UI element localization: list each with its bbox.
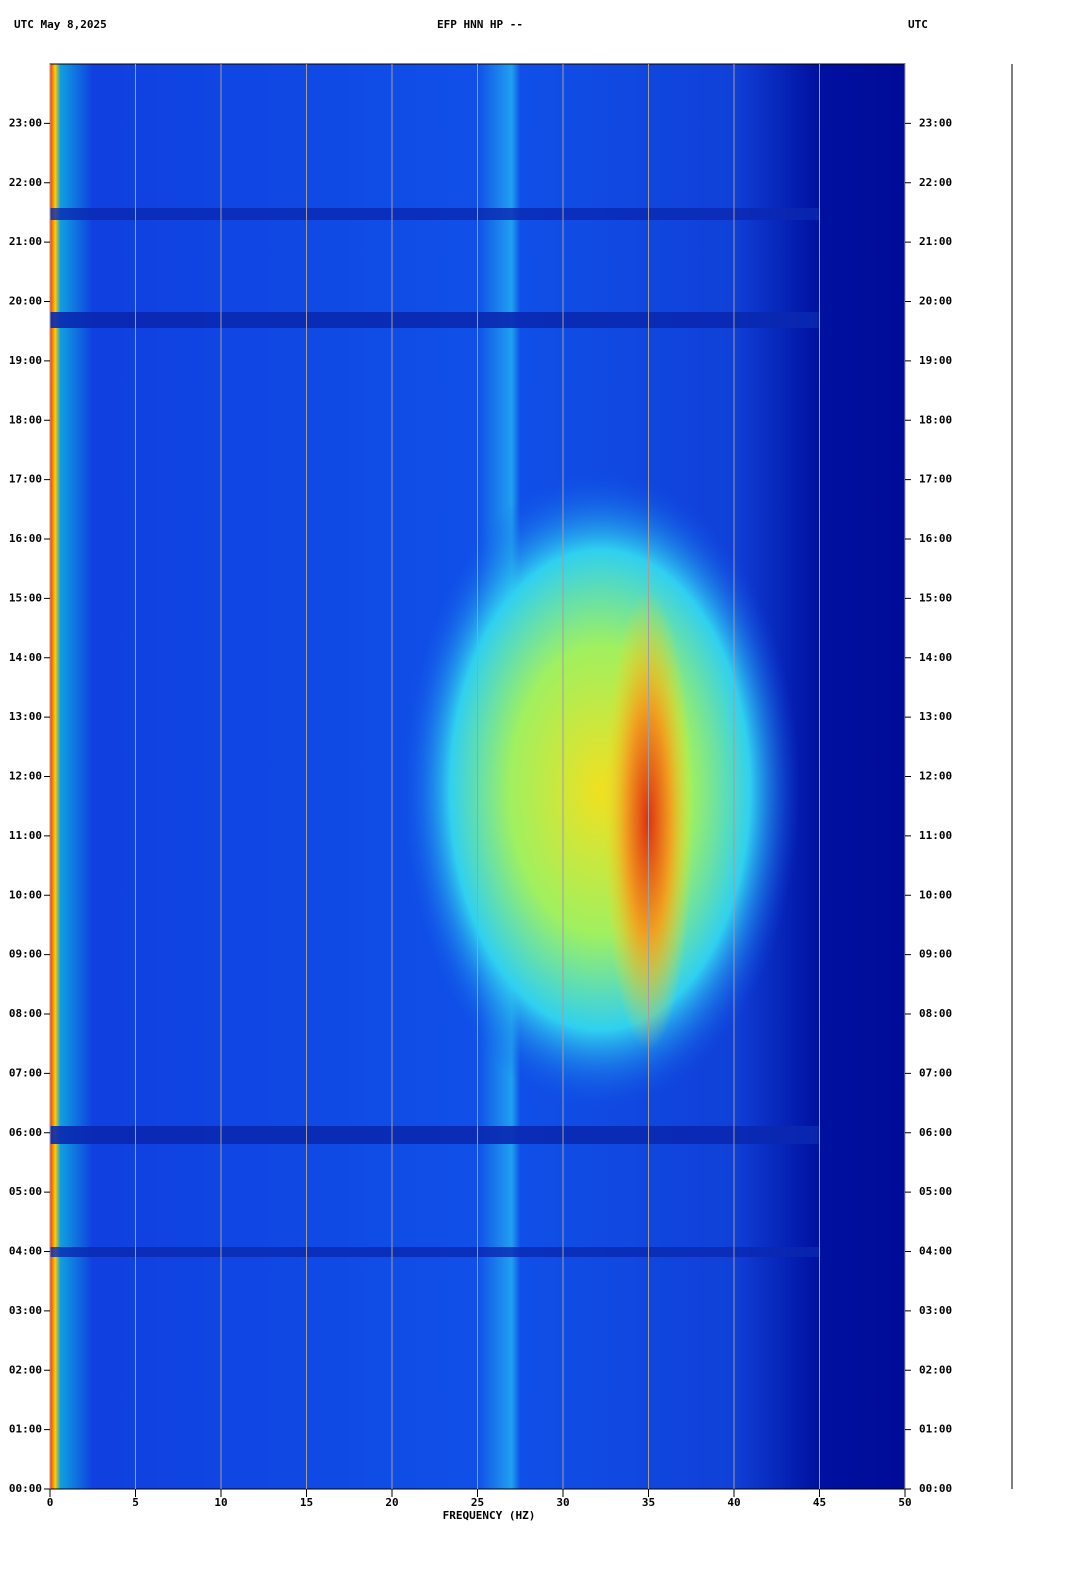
y-tick-label: 02:00 xyxy=(919,1363,952,1376)
energy-region xyxy=(400,470,800,1110)
y-tick-label: 00:00 xyxy=(919,1482,952,1495)
y-tick-label: 00:00 xyxy=(9,1482,42,1495)
y-tick-label: 17:00 xyxy=(919,473,952,486)
y-tick-label: 08:00 xyxy=(9,1007,42,1020)
y-tick-label: 13:00 xyxy=(9,710,42,723)
y-tick-label: 07:00 xyxy=(919,1066,952,1079)
y-tick-label: 16:00 xyxy=(919,532,952,545)
y-tick-label: 19:00 xyxy=(9,354,42,367)
y-tick-label: 17:00 xyxy=(9,473,42,486)
chart-title: EFP HNN HP -- xyxy=(437,18,523,31)
y-tick-label: 06:00 xyxy=(9,1126,42,1139)
y-tick-label: 01:00 xyxy=(919,1423,952,1436)
y-tick-label: 09:00 xyxy=(919,948,952,961)
y-tick-label: 13:00 xyxy=(919,710,952,723)
x-tick-label: 5 xyxy=(132,1496,139,1509)
y-tick-label: 03:00 xyxy=(9,1304,42,1317)
y-tick-label: 11:00 xyxy=(9,829,42,842)
y-tick-label: 22:00 xyxy=(9,176,42,189)
y-tick-label: 20:00 xyxy=(9,295,42,308)
quiet-band xyxy=(50,208,820,220)
y-tick-label: 11:00 xyxy=(919,829,952,842)
y-tick-label: 23:00 xyxy=(9,116,42,129)
y-tick-label: 14:00 xyxy=(9,651,42,664)
y-tick-label: 19:00 xyxy=(919,354,952,367)
y-tick-label: 04:00 xyxy=(9,1245,42,1258)
quiet-band xyxy=(50,1247,820,1257)
y-tick-label: 20:00 xyxy=(919,295,952,308)
y-tick-label: 15:00 xyxy=(919,591,952,604)
x-tick-label: 20 xyxy=(385,1496,398,1509)
y-tick-label: 15:00 xyxy=(9,591,42,604)
y-tick-label: 08:00 xyxy=(919,1007,952,1020)
y-tick-label: 18:00 xyxy=(9,413,42,426)
y-tick-label: 01:00 xyxy=(9,1423,42,1436)
y-tick-label: 05:00 xyxy=(919,1185,952,1198)
y-tick-label: 10:00 xyxy=(919,888,952,901)
x-axis-label: FREQUENCY (HZ) xyxy=(443,1509,536,1522)
y-tick-label: 05:00 xyxy=(9,1185,42,1198)
y-tick-label: 09:00 xyxy=(9,948,42,961)
x-tick-label: 45 xyxy=(813,1496,826,1509)
y-tick-label: 21:00 xyxy=(919,235,952,248)
y-tick-label: 18:00 xyxy=(919,413,952,426)
y-tick-label: 04:00 xyxy=(919,1245,952,1258)
x-tick-label: 50 xyxy=(898,1496,911,1509)
subtitle: UTC May 8,2025 xyxy=(14,18,107,31)
y-tick-label: 21:00 xyxy=(9,235,42,248)
y-tick-label: 12:00 xyxy=(9,770,42,783)
x-tick-label: 15 xyxy=(300,1496,313,1509)
quiet-band xyxy=(50,1126,820,1144)
x-tick-label: 40 xyxy=(727,1496,740,1509)
y-tick-label: 23:00 xyxy=(919,116,952,129)
x-tick-label: 30 xyxy=(556,1496,569,1509)
y-tick-label: 14:00 xyxy=(919,651,952,664)
y-tick-label: 12:00 xyxy=(919,770,952,783)
y-tick-label: 06:00 xyxy=(919,1126,952,1139)
x-tick-label: 35 xyxy=(642,1496,655,1509)
x-tick-label: 0 xyxy=(47,1496,54,1509)
y-tick-label: 03:00 xyxy=(919,1304,952,1317)
x-tick-label: 10 xyxy=(214,1496,227,1509)
y-tick-label: 22:00 xyxy=(919,176,952,189)
quiet-band xyxy=(50,312,820,328)
y-tick-label: 02:00 xyxy=(9,1363,42,1376)
x-tick-label: 25 xyxy=(471,1496,484,1509)
y-tick-label: 07:00 xyxy=(9,1066,42,1079)
y-tick-label: 10:00 xyxy=(9,888,42,901)
y-tick-label: 16:00 xyxy=(9,532,42,545)
right-label: UTC xyxy=(908,18,928,31)
